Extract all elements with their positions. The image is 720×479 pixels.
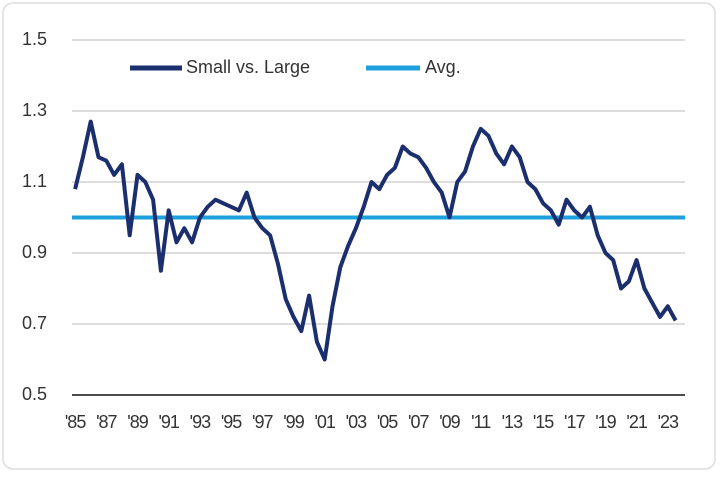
x-tick-label: '93 [190,412,211,432]
x-tick-label: '97 [252,412,273,432]
y-tick-label: 1.5 [22,29,47,49]
x-tick-label: '21 [626,412,647,432]
y-tick-label: 0.5 [22,384,47,404]
x-tick-label: '19 [595,412,616,432]
x-tick-label: '87 [96,412,117,432]
y-tick-label: 1.1 [22,171,47,191]
x-tick-label: '13 [502,412,523,432]
x-tick-label: '99 [283,412,304,432]
x-tick-label: '17 [564,412,585,432]
x-tick-label: '11 [471,412,491,432]
y-tick-label: 0.9 [22,242,47,262]
y-tick-label: 1.3 [22,100,47,120]
legend-label: Small vs. Large [186,57,310,77]
x-tick-label: '95 [221,412,242,432]
frame [2,2,716,470]
x-tick-label: '07 [408,412,429,432]
x-tick-label: '91 [158,412,179,432]
x-tick-label: '15 [533,412,554,432]
x-tick-label: '23 [658,412,679,432]
data-line [73,119,678,362]
y-tick-label: 0.7 [22,313,47,333]
x-tick-label: '89 [127,412,148,432]
x-tick-label: '03 [346,412,367,432]
x-tick-label: '85 [65,412,86,432]
legend-label: Avg. [425,57,461,77]
x-tick-label: '05 [377,412,398,432]
x-tick-label: '09 [439,412,460,432]
x-tick-label: '01 [314,412,335,432]
